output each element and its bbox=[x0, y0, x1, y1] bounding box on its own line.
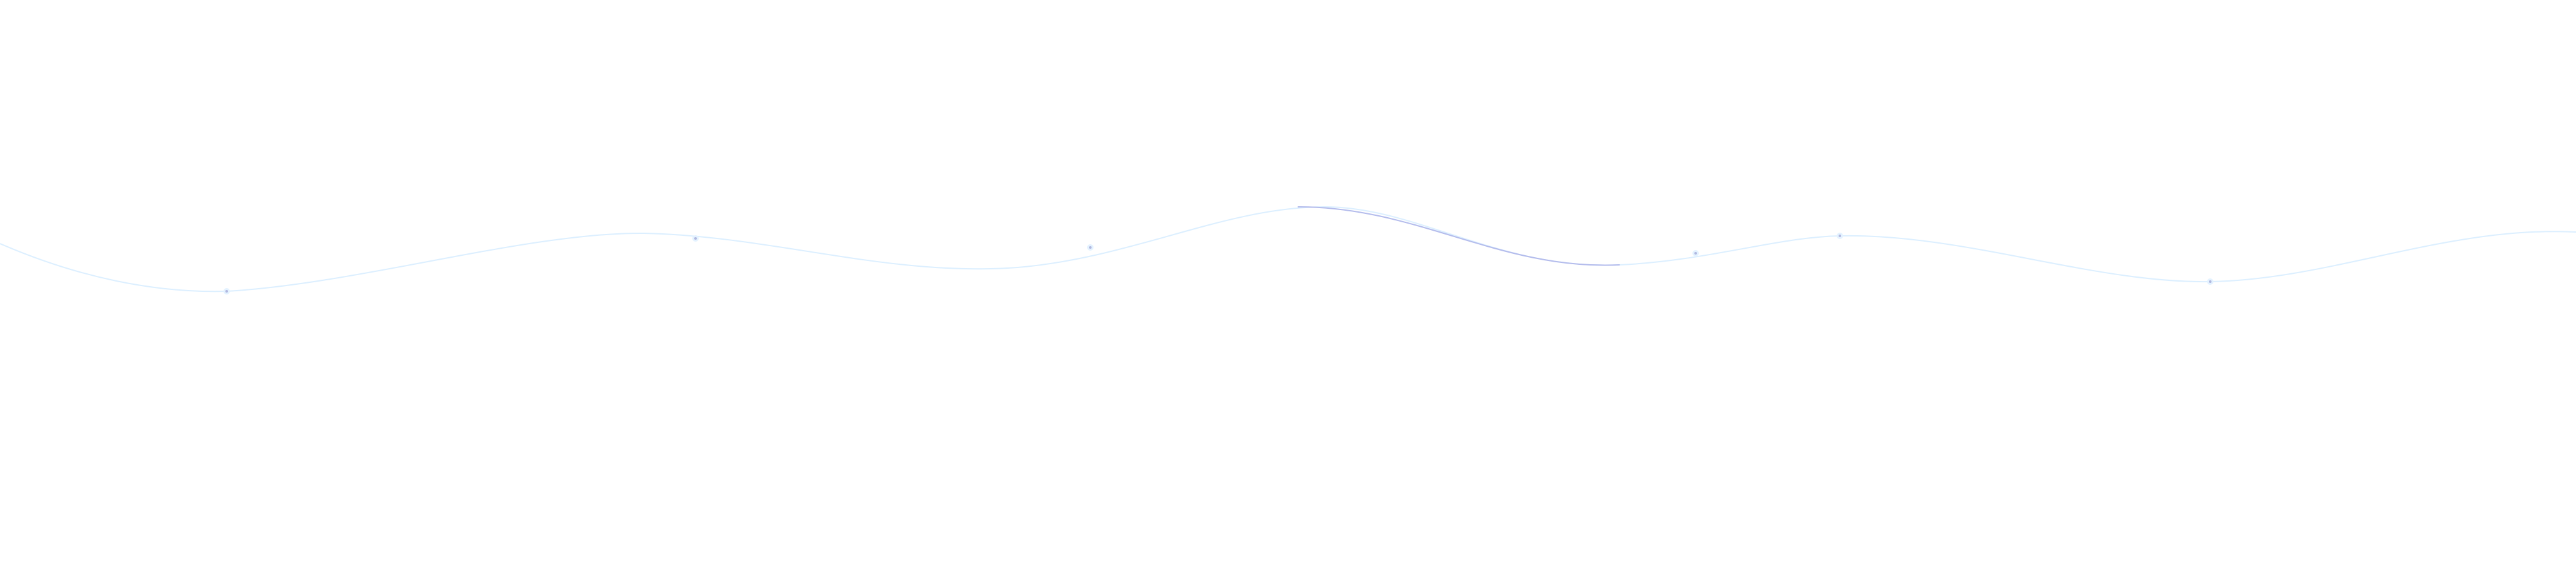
wave-dot bbox=[1694, 252, 1697, 255]
wave-line bbox=[0, 206, 2576, 293]
wave-dot bbox=[225, 290, 228, 293]
wave-dots bbox=[223, 233, 2213, 295]
wave-dot bbox=[2209, 280, 2211, 283]
wave-dot bbox=[694, 237, 697, 240]
wave-dot bbox=[1089, 246, 1092, 249]
wave-highlight-segment bbox=[1297, 206, 1620, 266]
wave-dot bbox=[1839, 235, 1841, 237]
